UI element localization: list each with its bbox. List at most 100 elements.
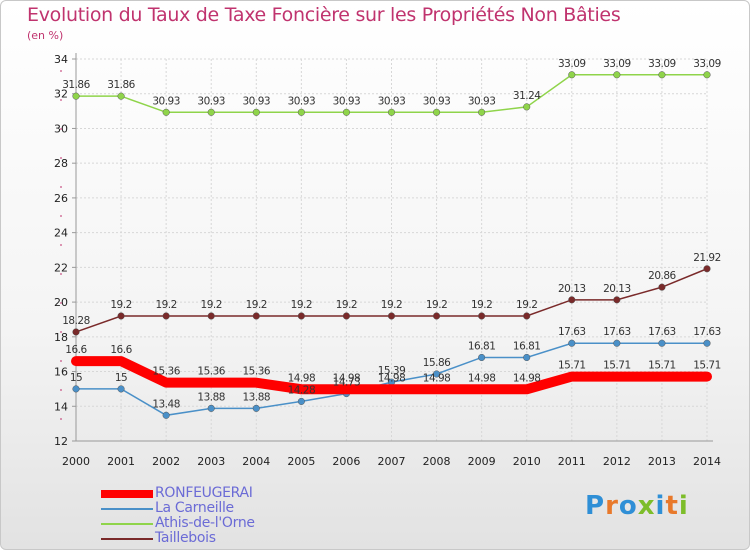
x-tick-label: 2010 <box>513 455 541 468</box>
data-point-athis-de-l-orne <box>342 108 350 116</box>
data-label-ronfeugerai: 14.98 <box>513 372 541 384</box>
x-tick-label: 2007 <box>378 455 406 468</box>
data-point-athis-de-l-orne <box>478 108 486 116</box>
x-tick-label: 2011 <box>558 455 586 468</box>
y-tick-label: 14 <box>54 400 68 413</box>
series-line-ronfeugerai <box>71 356 712 395</box>
data-label-la-carneille: 17.63 <box>603 326 631 338</box>
data-point-athis-de-l-orne <box>523 103 531 111</box>
data-label-athis-de-l-orne: 33.09 <box>693 58 721 70</box>
y-tick-label: 34 <box>54 53 68 66</box>
data-point-athis-de-l-orne <box>658 71 666 79</box>
data-label-athis-de-l-orne: 30.93 <box>333 95 361 107</box>
data-label-ronfeugerai: 14.98 <box>378 372 406 384</box>
data-point-la-carneille <box>568 339 576 347</box>
data-point-taillebois <box>523 312 531 320</box>
y-tick-label: 28 <box>54 157 68 170</box>
data-point-la-carneille <box>252 404 260 412</box>
x-tick-label: 2003 <box>197 455 225 468</box>
data-label-athis-de-l-orne: 31.24 <box>513 90 541 102</box>
data-point-taillebois <box>568 296 576 304</box>
data-label-ronfeugerai: 15.71 <box>693 360 721 372</box>
data-label-athis-de-l-orne: 30.93 <box>243 95 271 107</box>
data-point-la-carneille <box>207 404 215 412</box>
x-tick-label: 2013 <box>648 455 676 468</box>
data-point-la-carneille <box>162 411 170 419</box>
data-point-athis-de-l-orne <box>72 92 80 100</box>
data-label-taillebois: 20.13 <box>558 283 586 295</box>
data-point-athis-de-l-orne <box>297 108 305 116</box>
x-tick-label: 2012 <box>603 455 631 468</box>
x-tick-label: 2002 <box>152 455 180 468</box>
data-label-la-carneille: 13.88 <box>197 391 225 403</box>
data-label-la-carneille: 15 <box>70 372 82 384</box>
data-label-ronfeugerai: 14.98 <box>423 372 451 384</box>
data-label-la-carneille: 16.81 <box>513 340 541 352</box>
data-point-la-carneille <box>613 339 621 347</box>
data-point-athis-de-l-orne <box>387 108 396 116</box>
data-label-taillebois: 18.28 <box>62 315 90 327</box>
data-point-taillebois <box>297 312 305 320</box>
y-tick-label: 12 <box>54 435 68 448</box>
y-tick-label: 32 <box>54 88 68 101</box>
data-label-taillebois: 19.2 <box>246 299 267 311</box>
data-label-athis-de-l-orne: 30.93 <box>468 95 496 107</box>
data-label-la-carneille: 15.86 <box>423 357 451 369</box>
legend-swatch <box>101 490 153 498</box>
data-point-athis-de-l-orne <box>162 108 170 116</box>
data-label-athis-de-l-orne: 31.86 <box>107 79 135 91</box>
data-label-ronfeugerai: 15.71 <box>648 360 676 372</box>
data-point-taillebois <box>117 312 125 320</box>
logo-letter: i <box>678 491 689 521</box>
data-label-la-carneille: 17.63 <box>558 326 586 338</box>
data-label-la-carneille: 16.81 <box>468 340 496 352</box>
data-label-ronfeugerai: 14.98 <box>333 372 361 384</box>
data-label-la-carneille: 14.73 <box>333 377 361 389</box>
x-tick-label: 2006 <box>332 455 360 468</box>
data-point-taillebois <box>478 312 486 320</box>
data-point-la-carneille <box>117 385 125 393</box>
data-label-taillebois: 20.86 <box>648 270 676 282</box>
data-label-la-carneille: 13.88 <box>243 391 271 403</box>
data-point-athis-de-l-orne <box>613 71 621 79</box>
proxiti-logo: Proxiti <box>585 491 689 521</box>
data-label-taillebois: 19.2 <box>110 299 131 311</box>
data-point-la-carneille <box>433 370 441 378</box>
data-point-taillebois <box>342 312 350 320</box>
data-label-ronfeugerai: 14.98 <box>468 372 496 384</box>
data-label-la-carneille: 17.63 <box>648 326 676 338</box>
data-label-ronfeugerai: 15.71 <box>558 360 586 372</box>
x-tick-label: 2009 <box>468 455 496 468</box>
legend-swatch <box>101 508 153 510</box>
data-point-taillebois <box>703 265 711 273</box>
data-label-taillebois: 19.2 <box>471 299 492 311</box>
data-label-taillebois: 20.13 <box>603 283 631 295</box>
data-point-la-carneille <box>523 353 531 362</box>
data-label-athis-de-l-orne: 31.86 <box>62 79 90 91</box>
logo-letter: o <box>618 491 638 521</box>
data-point-la-carneille <box>72 385 80 393</box>
data-point-la-carneille <box>478 353 486 362</box>
x-tick-label: 2001 <box>107 455 135 468</box>
x-tick-label: 2014 <box>693 455 721 468</box>
data-label-ronfeugerai: 15.71 <box>603 360 631 372</box>
data-label-la-carneille: 17.63 <box>693 326 721 338</box>
data-label-athis-de-l-orne: 30.93 <box>197 95 225 107</box>
data-label-ronfeugerai: 14.98 <box>288 372 316 384</box>
data-label-taillebois: 19.2 <box>516 299 537 311</box>
data-label-la-carneille: 15.39 <box>378 365 406 377</box>
data-label-athis-de-l-orne: 30.93 <box>378 95 406 107</box>
data-label-athis-de-l-orne: 33.09 <box>558 58 586 70</box>
legend-label: Taillebois <box>155 530 216 546</box>
data-label-ronfeugerai: 15.36 <box>243 366 271 378</box>
x-tick-label: 2005 <box>287 455 315 468</box>
data-point-athis-de-l-orne <box>703 71 711 79</box>
y-tick-label: 16 <box>54 366 68 379</box>
data-label-taillebois: 19.2 <box>291 299 312 311</box>
data-label-taillebois: 19.2 <box>201 299 222 311</box>
logo-letter: r <box>605 491 619 521</box>
legend-swatch <box>101 538 153 540</box>
data-point-athis-de-l-orne <box>568 71 576 79</box>
